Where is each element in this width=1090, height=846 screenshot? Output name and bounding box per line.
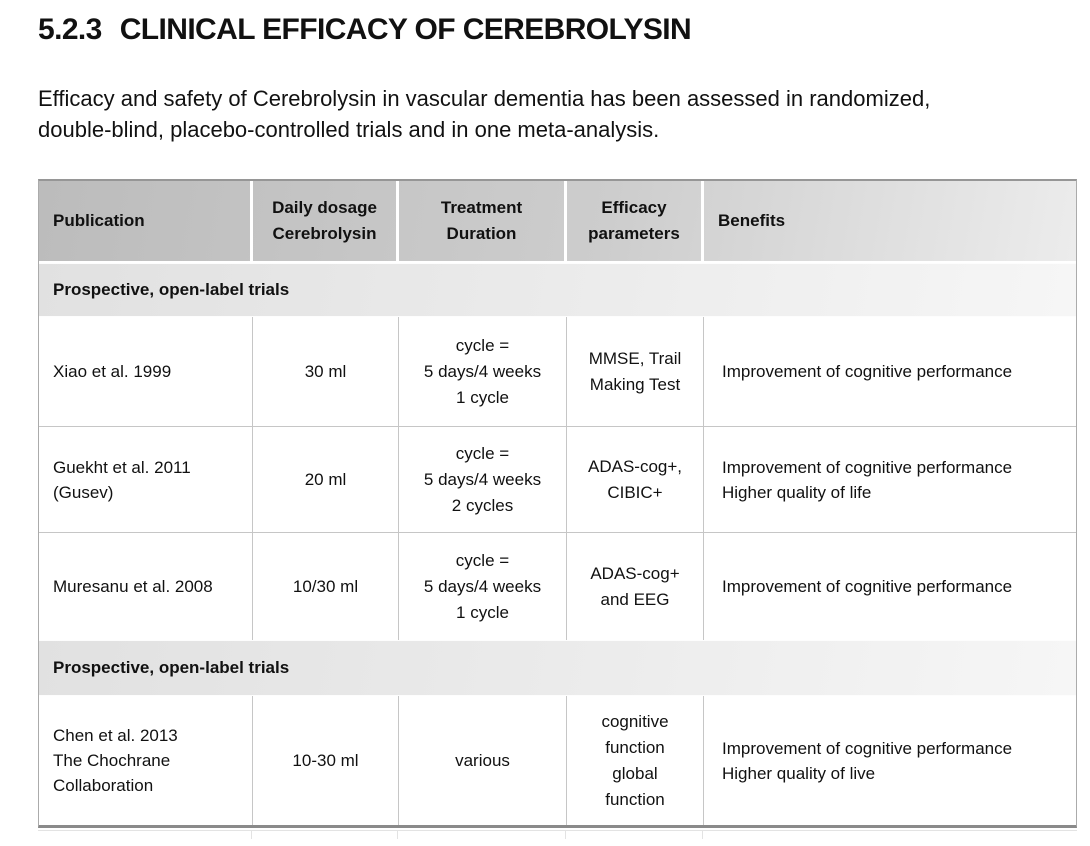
column-header-efficacy-parameters: Efficacy parameters xyxy=(567,181,704,261)
section-heading: 5.2.3 CLINICAL EFFICACY OF CEREBROLYSIN xyxy=(38,14,1077,46)
table-row: Xiao et al. 1999 30 ml cycle = 5 days/4 … xyxy=(39,317,1076,426)
cell-dosage: 10/30 ml xyxy=(253,533,399,640)
column-header-treatment-duration: Treatment Duration xyxy=(399,181,567,261)
cell-benefits: Improvement of cognitive performance xyxy=(722,577,1013,596)
column-header-daily-dosage: Daily dosage Cerebrolysin xyxy=(253,181,399,261)
table-row: Muresanu et al. 2008 10/30 ml cycle = 5 … xyxy=(39,532,1076,640)
cell-parameters: cognitive function global function xyxy=(567,696,704,825)
section-number: 5.2.3 xyxy=(38,13,102,46)
intro-paragraph: Efficacy and safety of Cerebrolysin in v… xyxy=(38,86,931,142)
cell-duration: cycle = 5 days/4 weeks 2 cycles xyxy=(399,427,567,532)
column-header-publication: Publication xyxy=(39,181,253,261)
section-title: CLINICAL EFFICACY OF CEREBROLYSIN xyxy=(119,13,692,46)
table-row: Chen et al. 2013 The Chochrane Collabora… xyxy=(39,696,1076,825)
cell-dosage: 10-30 ml xyxy=(253,696,399,825)
cell-dosage: 20 ml xyxy=(253,427,399,532)
cell-publication: Muresanu et al. 2008 xyxy=(39,533,253,640)
table-header-row: Publication Daily dosage Cerebrolysin Tr… xyxy=(39,181,1076,263)
cell-parameters: MMSE, Trail Making Test xyxy=(567,317,704,426)
cell-publication: Xiao et al. 1999 xyxy=(39,317,253,426)
cell-duration: cycle = 5 days/4 weeks 1 cycle xyxy=(399,317,567,426)
cell-publication: Chen et al. 2013 The Chochrane Collabora… xyxy=(39,696,253,825)
cell-duration: cycle = 5 days/4 weeks 1 cycle xyxy=(399,533,567,640)
cell-benefits: Improvement of cognitive performance Hig… xyxy=(722,738,1013,783)
section-row: Prospective, open-label trials xyxy=(39,263,1076,317)
section-row-label: Prospective, open-label trials xyxy=(53,280,290,299)
cell-dosage: 30 ml xyxy=(253,317,399,426)
cell-benefits: Improvement of cognitive performance Hig… xyxy=(722,457,1013,502)
cell-benefits: Improvement of cognitive performance xyxy=(722,362,1013,381)
column-header-benefits: Benefits xyxy=(718,211,786,230)
cell-publication: Guekht et al. 2011 (Gusev) xyxy=(39,427,253,532)
table-row: Guekht et al. 2011 (Gusev) 20 ml cycle =… xyxy=(39,426,1076,532)
cell-parameters: ADAS-cog+ and EEG xyxy=(567,533,704,640)
section-row: Prospective, open-label trials xyxy=(39,640,1076,696)
section-row-label: Prospective, open-label trials xyxy=(53,658,290,677)
cell-parameters: ADAS-cog+, CIBIC+ xyxy=(567,427,704,532)
cell-duration: various xyxy=(399,696,567,825)
next-row-cutoff xyxy=(38,830,1077,839)
efficacy-table: Publication Daily dosage Cerebrolysin Tr… xyxy=(38,179,1077,828)
